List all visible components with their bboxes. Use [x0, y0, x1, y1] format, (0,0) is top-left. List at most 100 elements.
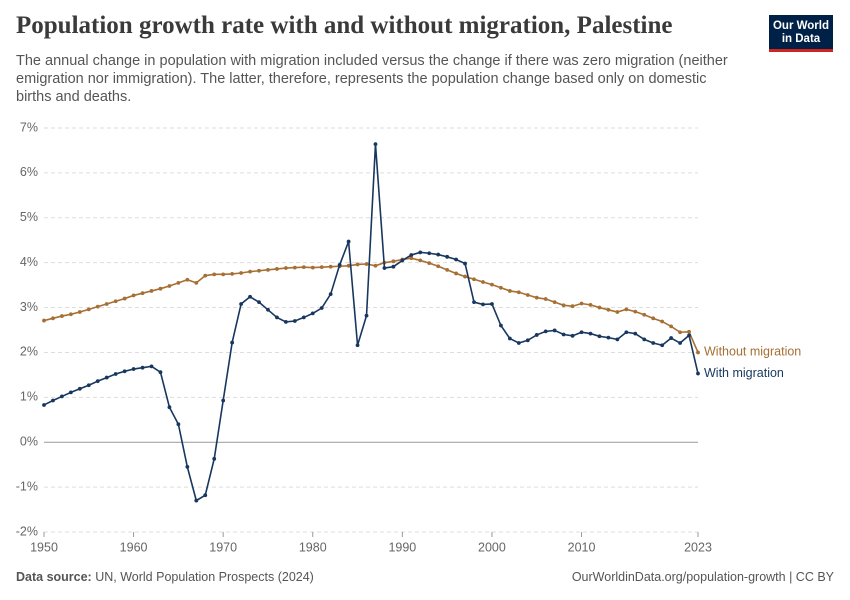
- footer-credit[interactable]: OurWorldinData.org/population-growth | C…: [571, 570, 834, 584]
- point: [490, 302, 494, 306]
- x-tick-label: 2010: [568, 540, 596, 554]
- point: [660, 343, 665, 348]
- point: [176, 422, 181, 427]
- point: [203, 493, 208, 498]
- point: [463, 261, 467, 266]
- point: [373, 263, 378, 268]
- point: [463, 274, 467, 279]
- point: [158, 286, 163, 291]
- point: [445, 254, 450, 259]
- point: [346, 239, 351, 244]
- point: [319, 265, 324, 270]
- point: [113, 372, 118, 376]
- point: [149, 364, 154, 369]
- point: [436, 264, 441, 269]
- point: [364, 262, 369, 266]
- point: [561, 332, 566, 337]
- point: [194, 280, 199, 285]
- series-label: Without migration: [704, 345, 801, 359]
- point: [642, 337, 647, 342]
- point: [624, 307, 629, 312]
- x-tick-label: 1980: [299, 540, 327, 554]
- point: [418, 250, 423, 255]
- point: [86, 307, 91, 312]
- y-tick-label: 4%: [20, 255, 38, 269]
- point: [239, 302, 243, 306]
- point: [167, 284, 172, 288]
- point: [167, 405, 172, 410]
- point: [651, 316, 656, 321]
- point: [597, 305, 602, 310]
- point: [472, 277, 476, 282]
- point: [77, 310, 82, 314]
- point: [534, 295, 539, 300]
- point: [275, 267, 279, 271]
- point: [301, 265, 306, 270]
- point: [499, 323, 503, 328]
- point: [176, 280, 181, 285]
- point: [606, 307, 611, 312]
- point: [409, 253, 414, 257]
- point: [131, 367, 136, 371]
- point: [60, 394, 64, 399]
- point: [651, 341, 656, 345]
- point: [633, 331, 638, 336]
- logo[interactable]: Our World in Data: [769, 15, 833, 52]
- series-line: [43, 257, 699, 353]
- point: [552, 328, 557, 333]
- point: [507, 289, 512, 293]
- point: [221, 272, 226, 277]
- point: [149, 289, 154, 293]
- point: [68, 312, 73, 317]
- point: [391, 264, 396, 269]
- series-label: With migration: [704, 366, 784, 380]
- point: [158, 370, 163, 375]
- point: [346, 263, 351, 268]
- point: [516, 290, 521, 295]
- point: [212, 272, 217, 277]
- point: [561, 303, 566, 308]
- point: [373, 142, 378, 147]
- point: [328, 264, 333, 269]
- point: [230, 340, 235, 345]
- point: [51, 316, 55, 321]
- point: [660, 319, 665, 324]
- source: UN, World Population Prospects (2024): [95, 570, 314, 584]
- point: [275, 315, 279, 320]
- point: [543, 329, 548, 334]
- point: [104, 375, 109, 380]
- logo-line: Our World: [772, 20, 829, 32]
- point: [570, 304, 575, 309]
- point: [606, 335, 611, 340]
- point: [499, 285, 503, 290]
- point: [283, 266, 288, 270]
- y-tick-label: 7%: [20, 120, 38, 134]
- point: [507, 336, 512, 341]
- point: [77, 386, 82, 391]
- y-tick-label: 2%: [20, 345, 38, 359]
- point: [597, 334, 602, 339]
- point: [534, 333, 539, 337]
- x-tick-label: 1990: [388, 540, 416, 554]
- x-tick-label: 1950: [30, 540, 58, 554]
- point: [642, 312, 647, 317]
- y-tick-label: -1%: [16, 479, 38, 493]
- point: [382, 266, 387, 270]
- footer-source: Data source: UN, World Population Prospe…: [16, 570, 314, 584]
- point: [678, 330, 682, 335]
- point: [95, 304, 100, 309]
- point: [481, 302, 485, 307]
- point: [615, 337, 620, 342]
- point: [131, 293, 136, 298]
- point: [60, 314, 64, 318]
- y-tick-label: 5%: [20, 210, 38, 224]
- y-tick-label: 6%: [20, 165, 38, 179]
- point: [140, 365, 145, 370]
- point: [113, 299, 118, 304]
- point: [292, 319, 297, 323]
- point: [678, 341, 682, 345]
- point: [248, 294, 252, 299]
- point: [418, 258, 423, 263]
- point: [257, 268, 261, 273]
